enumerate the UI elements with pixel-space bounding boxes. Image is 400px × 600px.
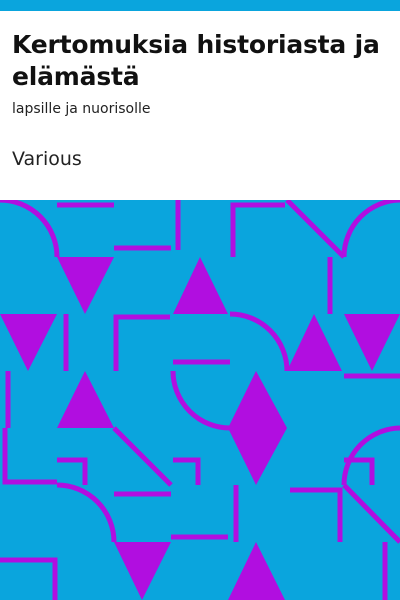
pattern-diagonal xyxy=(112,426,173,487)
pattern-bracket xyxy=(173,457,201,485)
pattern-bracket xyxy=(2,428,57,485)
pattern-bracket xyxy=(0,557,58,600)
book-author: Various xyxy=(12,148,82,170)
pattern-triangle xyxy=(287,314,342,371)
pattern-triangle xyxy=(173,257,228,314)
pattern-arc xyxy=(56,482,117,543)
pattern-arc xyxy=(0,200,60,258)
pattern-arc xyxy=(341,200,400,258)
pattern-bracket xyxy=(290,487,343,542)
pattern-triangle xyxy=(228,542,285,600)
cover-pattern xyxy=(0,200,400,600)
pattern-diamond xyxy=(228,371,287,485)
pattern-arc xyxy=(341,425,400,486)
pattern-triangle xyxy=(114,542,171,600)
book-subtitle: lapsille ja nuorisolle xyxy=(12,101,151,117)
pattern-bracket xyxy=(113,314,170,371)
pattern-arc xyxy=(229,311,290,372)
top-accent-bar xyxy=(0,0,400,11)
pattern-bracket xyxy=(230,202,285,257)
pattern-triangle xyxy=(57,257,114,314)
cover-header: Kertomuksia historiasta ja elämästä laps… xyxy=(0,11,400,200)
pattern-bracket xyxy=(344,457,375,485)
pattern-arc xyxy=(170,370,231,431)
pattern-bracket xyxy=(57,457,88,485)
pattern-triangle xyxy=(0,314,57,371)
book-title: Kertomuksia historiasta ja elämästä xyxy=(12,30,380,91)
pattern-triangle xyxy=(57,371,114,428)
pattern-diagonal xyxy=(342,483,400,544)
pattern-triangle xyxy=(344,314,400,371)
pattern-diagonal xyxy=(285,200,346,259)
